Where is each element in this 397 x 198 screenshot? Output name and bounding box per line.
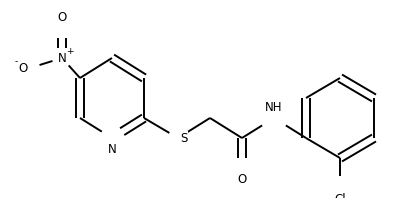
Text: O: O	[19, 62, 28, 74]
Text: O: O	[237, 173, 247, 186]
Text: Cl: Cl	[334, 193, 346, 198]
Text: O: O	[58, 11, 67, 24]
Text: N: N	[108, 143, 116, 156]
Text: +: +	[66, 48, 74, 56]
Text: S: S	[180, 131, 187, 145]
Text: NH: NH	[265, 101, 283, 114]
Text: N: N	[58, 51, 66, 65]
Text: -: -	[14, 57, 17, 67]
